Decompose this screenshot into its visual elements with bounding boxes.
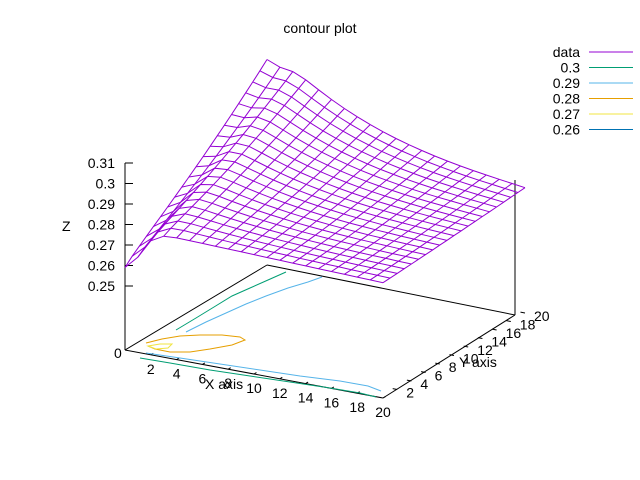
z-tick-label: 0.31 <box>88 155 115 171</box>
mesh-line-x <box>163 79 307 237</box>
y-tick-label: 20 <box>534 308 550 324</box>
back-x-line <box>266 264 516 316</box>
y-tick-mark <box>491 328 497 331</box>
z-tick-label: 0.27 <box>88 237 115 253</box>
x-tick-label: 10 <box>246 380 262 396</box>
x-tick-mark <box>227 367 231 370</box>
legend-label: 0.3 <box>561 60 581 76</box>
y-tick-label: 14 <box>491 334 507 350</box>
x-tick-label: 18 <box>349 399 365 415</box>
x-tick-label: 14 <box>298 390 314 406</box>
y-tick-mark <box>406 379 412 382</box>
y-axis-label: Y axis <box>459 354 497 370</box>
surface-mesh <box>124 59 526 284</box>
mesh-line-y <box>266 59 526 189</box>
contour-0.3-lower <box>139 357 377 398</box>
mesh-line-x <box>227 124 371 250</box>
x-tick-label: 2 <box>147 361 155 377</box>
mesh-line-x <box>253 138 397 256</box>
contour-0.3-upper <box>175 271 287 331</box>
x-ticks: 2 4 6 8 10 12 14 16 18 20 <box>147 352 391 420</box>
mesh-line-x <box>292 155 436 264</box>
mesh-line-x <box>176 89 319 239</box>
z-tick-label: 0.26 <box>88 258 115 274</box>
mesh-line-x <box>214 116 358 247</box>
z-tick-label: 0.3 <box>96 176 116 192</box>
x-tick-label: 16 <box>324 394 340 410</box>
contour-0.27 <box>146 343 174 350</box>
mesh-line-x <box>150 71 294 242</box>
y-tick-mark <box>435 362 440 365</box>
z-axis-label: Z <box>62 218 71 234</box>
x-tick-label: 6 <box>199 370 207 386</box>
mesh-line-x <box>318 165 461 270</box>
y-tick-label: 8 <box>449 359 457 375</box>
mesh-line-y <box>124 235 384 284</box>
mesh-line-x <box>344 174 487 275</box>
mesh-line-y <box>252 81 511 198</box>
legend-label: 0.26 <box>553 122 580 138</box>
x-tick-mark <box>382 396 386 399</box>
y-tick-mark <box>449 354 455 356</box>
y-tick-mark <box>506 320 511 322</box>
y-tick-label: 2 <box>406 385 414 401</box>
chart-title: contour plot <box>283 20 356 36</box>
y-tick-mark <box>463 345 469 348</box>
z-tick-label: 0.29 <box>88 196 115 212</box>
mesh-line-x <box>202 108 345 244</box>
x-tick-mark <box>176 357 180 361</box>
y-tick-label: 10 <box>463 351 479 367</box>
legend-label: data <box>553 44 580 60</box>
mesh-line-y <box>188 167 448 241</box>
z-tick-label: 0.25 <box>88 278 115 294</box>
x-tick-mark <box>253 372 257 375</box>
mesh-line-x <box>331 170 474 272</box>
mesh-line-y <box>203 151 462 232</box>
mesh-line-x <box>356 178 500 278</box>
legend-label: 0.27 <box>553 106 580 122</box>
x-tick-mark <box>202 362 206 365</box>
contour-0.29-lower <box>145 352 382 392</box>
y-tick-label: 12 <box>477 342 493 358</box>
back-y-line <box>124 264 268 351</box>
mesh-line-x <box>189 99 332 241</box>
y-tick-label: 16 <box>506 325 522 341</box>
x-tick-label: 4 <box>173 366 181 382</box>
mesh-line-x <box>382 187 526 284</box>
z-base-label: 0 <box>114 345 122 361</box>
mesh-line-x <box>279 150 423 261</box>
y-tick-label: 18 <box>520 317 536 333</box>
legend-label: 0.28 <box>553 91 580 107</box>
x-tick-mark <box>279 376 283 380</box>
y-tick-mark <box>420 371 426 373</box>
mesh-line-x <box>266 144 410 258</box>
mesh-line-x <box>240 131 384 253</box>
mesh-line-x <box>137 66 281 258</box>
mesh-line-y <box>131 227 391 279</box>
contour-0.29-upper <box>185 276 323 333</box>
x-tick-label: 8 <box>224 375 232 391</box>
z-tick-label: 0.28 <box>88 217 115 233</box>
y-tick-label: 6 <box>435 368 443 384</box>
y-tick-mark <box>477 337 483 339</box>
x-tick-label: 20 <box>375 404 391 420</box>
legend-label: 0.29 <box>553 75 580 91</box>
mesh-line-x <box>369 183 513 281</box>
y-tick-label: 4 <box>420 376 428 392</box>
contour-0.28 <box>145 334 247 353</box>
y-tick-mark <box>520 311 526 314</box>
mesh-line-y <box>210 142 469 227</box>
mesh-line-x <box>305 160 448 267</box>
x-tick-label: 12 <box>272 385 288 401</box>
x-tick-mark <box>305 381 309 385</box>
y-tick-mark <box>392 388 398 390</box>
x-axis-label: X axis <box>205 376 243 392</box>
z-ticks: 0.31 0.3 0.29 0.28 0.27 0.26 0.25 <box>88 155 133 294</box>
mesh-line-x <box>124 59 268 268</box>
contour-lines <box>139 271 382 398</box>
